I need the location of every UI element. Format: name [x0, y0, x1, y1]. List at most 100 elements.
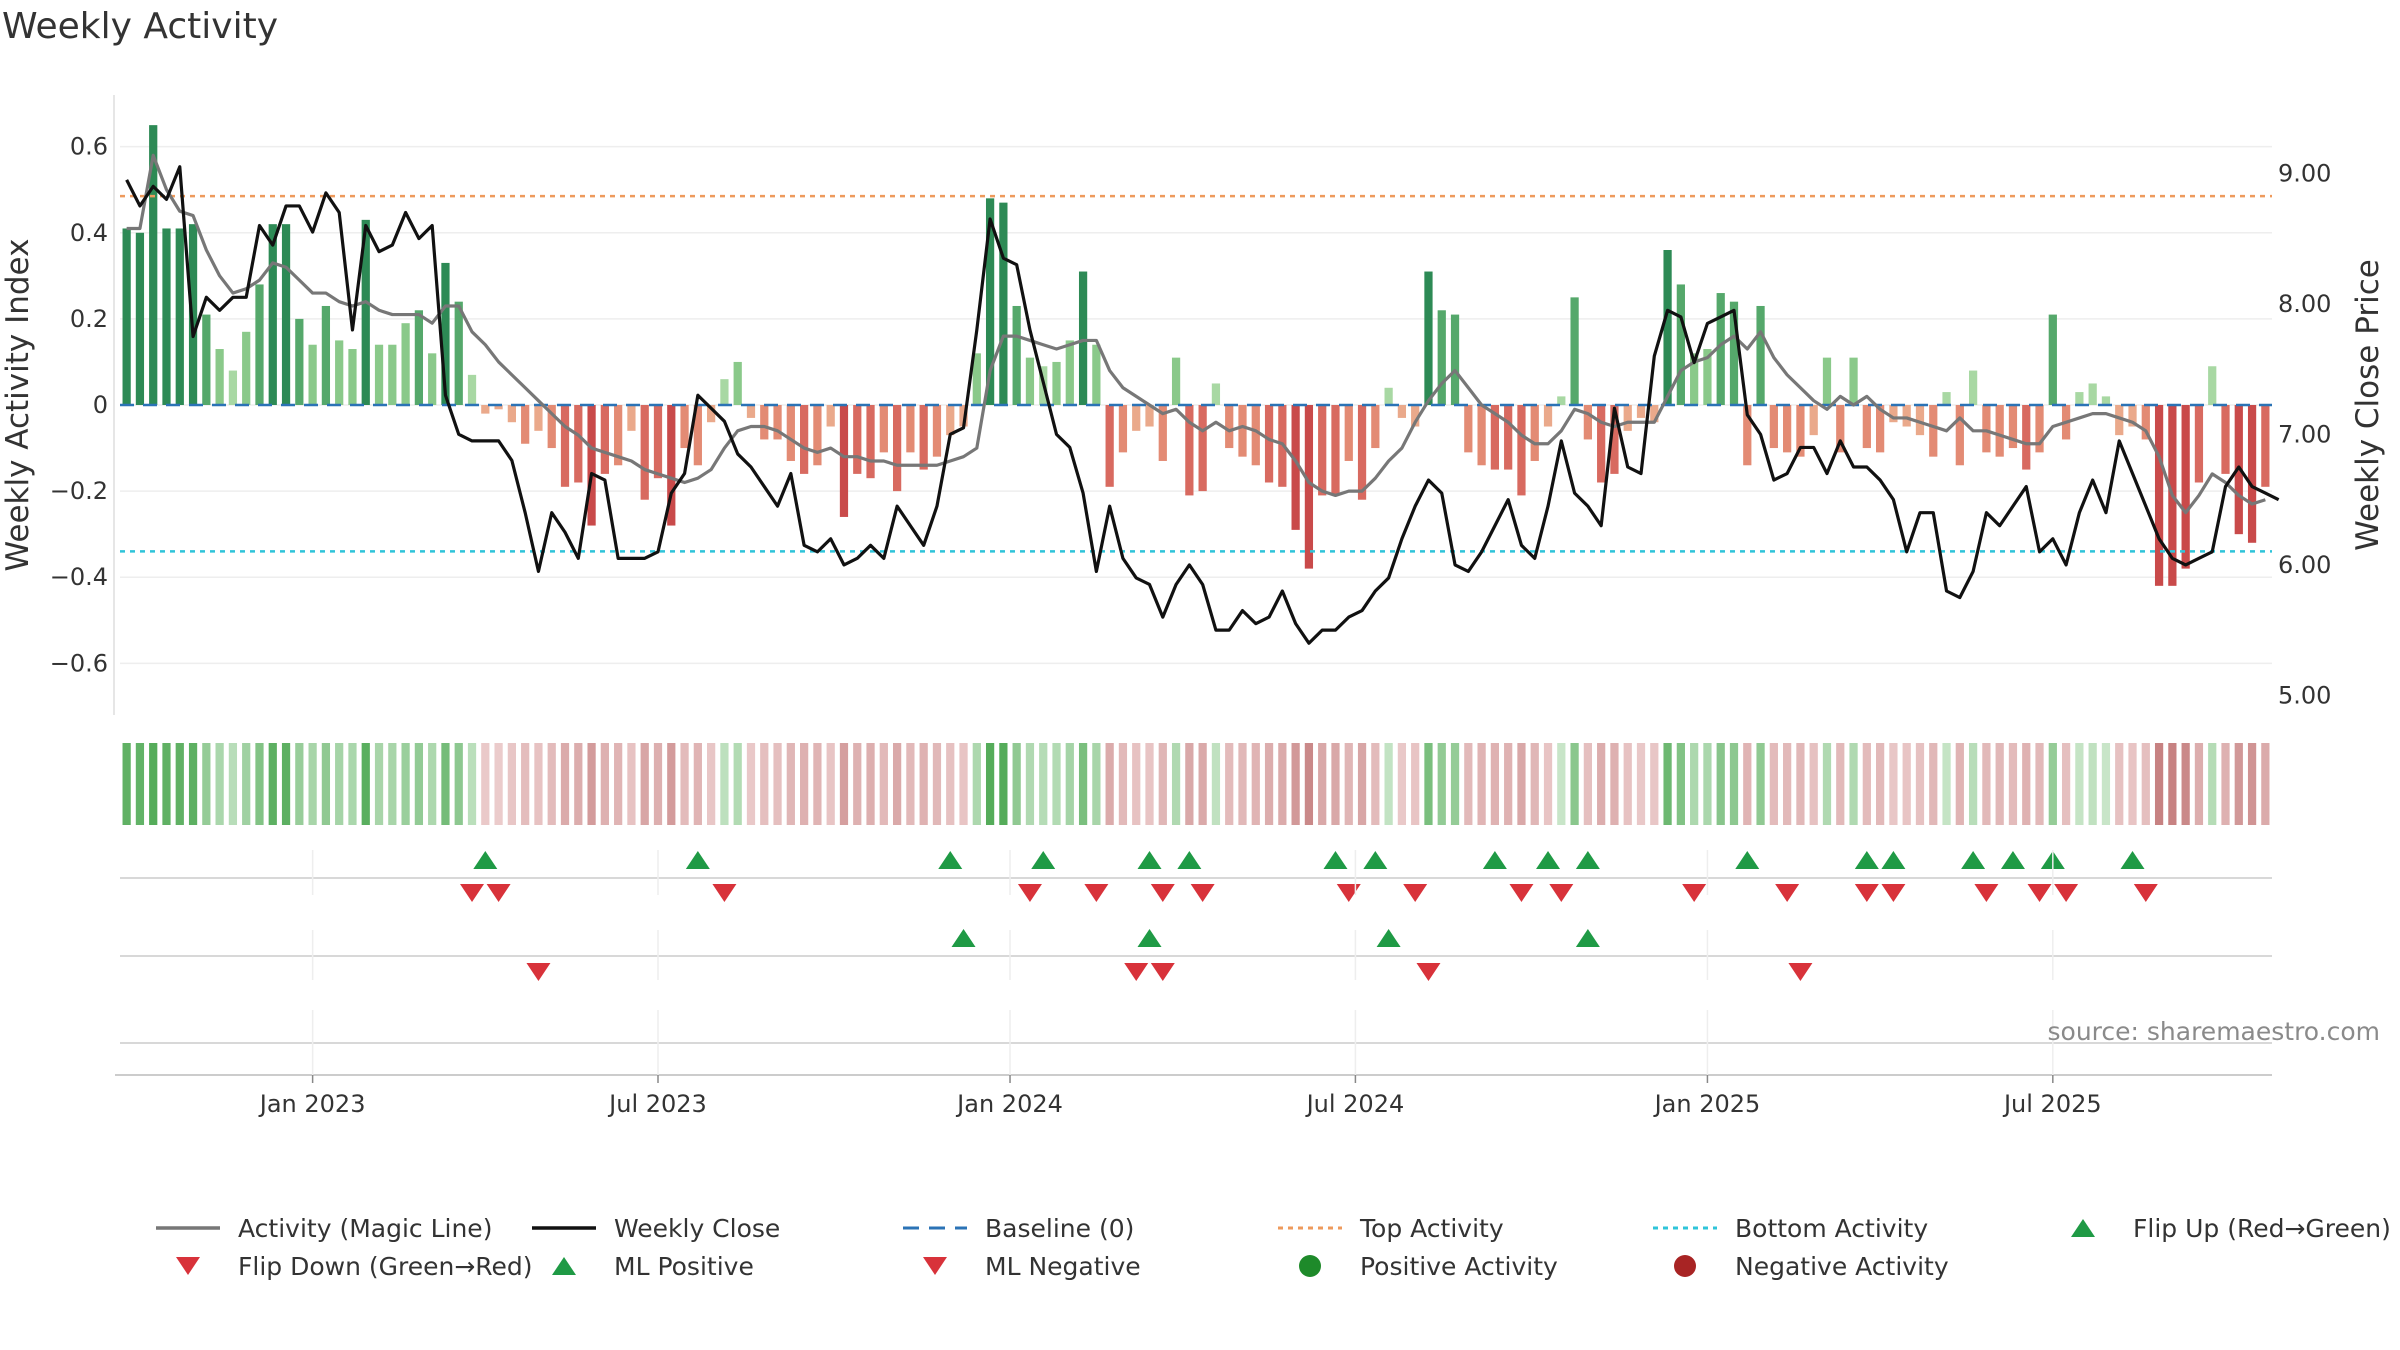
- activity-bar: [2181, 405, 2190, 569]
- activity-bar: [574, 405, 583, 483]
- activity-bar: [1450, 314, 1460, 405]
- heat-strip-cell: [1105, 743, 1114, 825]
- legend-label: Flip Down (Green→Red): [238, 1252, 533, 1281]
- heat-strip-cell: [720, 743, 729, 825]
- heat-strip-cell: [1543, 743, 1553, 825]
- heat-strip-cell: [268, 743, 277, 825]
- activity-bar: [1703, 349, 1712, 405]
- heat-strip-cell: [1889, 743, 1898, 825]
- activity-bar: [521, 405, 530, 444]
- heat-strip-cell: [321, 743, 331, 825]
- activity-bar: [281, 224, 291, 405]
- weekly-close-line: [125, 165, 2280, 645]
- x-tick-label: Jan 2025: [1653, 1090, 1761, 1118]
- heat-strip-cell: [295, 743, 304, 825]
- heat-strip-cell: [175, 743, 184, 825]
- activity-bar: [600, 405, 609, 474]
- activity-bar: [1982, 405, 1991, 453]
- activity-bar: [295, 318, 304, 405]
- heat-strip-cell: [1238, 743, 1247, 825]
- activity-heat-strip: [122, 743, 2270, 825]
- flip-down-marker: [1509, 884, 1534, 902]
- heat-strip-cell: [308, 743, 317, 825]
- heat-strip-cell: [866, 743, 875, 825]
- activity-bar: [1118, 405, 1128, 453]
- flip-up-marker: [1735, 851, 1760, 869]
- activity-bar: [587, 405, 596, 526]
- heat-strip-cell: [1331, 743, 1340, 825]
- heat-strip-cell: [853, 743, 862, 825]
- activity-bar: [853, 405, 862, 474]
- heat-strip-cell: [1955, 743, 1964, 825]
- heat-strip-cell: [2261, 743, 2270, 825]
- activity-bar: [1822, 357, 1832, 405]
- activity-bar: [707, 405, 716, 423]
- heat-strip-cell: [1158, 743, 1167, 825]
- activity-bar: [1597, 405, 1606, 483]
- heat-strip-cell: [1809, 743, 1818, 825]
- flip-markers: [115, 851, 2272, 1076]
- activity-bar: [414, 310, 424, 405]
- activity-bar: [1490, 405, 1500, 470]
- heat-strip-cell: [560, 743, 570, 825]
- heat-strip-cell: [348, 743, 357, 825]
- heat-strip-cell: [1424, 743, 1433, 825]
- activity-bar: [813, 405, 822, 466]
- activity-bar: [1211, 383, 1221, 405]
- magic-line: [126, 153, 2266, 515]
- activity-bar: [1065, 340, 1074, 405]
- heat-strip-cell: [1397, 743, 1407, 825]
- activity-bar: [1371, 405, 1380, 449]
- activity-bars: [122, 125, 2270, 586]
- heat-strip-cell: [1690, 743, 1699, 825]
- heat-strip-cell: [228, 743, 238, 825]
- heat-strip-cell: [879, 743, 888, 825]
- activity-bar: [1344, 405, 1353, 461]
- heat-strip-cell: [2208, 743, 2217, 825]
- heat-strip-cell: [999, 743, 1008, 825]
- activity-bar: [1915, 405, 1925, 436]
- activity-bar: [374, 344, 384, 405]
- heat-strip-cell: [1490, 743, 1500, 825]
- activity-bar: [428, 353, 437, 405]
- heat-strip-cell: [1012, 743, 1021, 825]
- activity-bar: [653, 405, 663, 479]
- activity-bar: [2261, 405, 2270, 487]
- legend-swatch: [1299, 1255, 1321, 1277]
- activity-bar: [1610, 405, 1619, 474]
- heat-strip-cell: [2128, 743, 2137, 825]
- activity-bar: [361, 219, 370, 405]
- heat-strip-cell: [2048, 743, 2057, 825]
- heat-strip-cell: [839, 743, 849, 825]
- heat-strip-cell: [507, 743, 516, 825]
- heat-strip-cell: [1225, 743, 1234, 825]
- activity-bar: [1145, 405, 1154, 427]
- heat-strip-cell: [1783, 743, 1792, 825]
- activity-bar: [481, 405, 490, 414]
- heat-strip-cell: [2154, 743, 2164, 825]
- activity-bar: [1504, 405, 1513, 470]
- activity-bar: [2008, 405, 2018, 449]
- flip-up-marker: [1323, 851, 1348, 869]
- activity-bar: [919, 405, 928, 470]
- legend-swatch: [176, 1257, 200, 1275]
- flip-down-marker: [2027, 884, 2052, 902]
- legend-label: ML Positive: [614, 1252, 754, 1281]
- heat-strip-cell: [786, 743, 795, 825]
- activity-bar: [534, 405, 543, 431]
- activity-bar: [122, 228, 131, 405]
- flip-down-marker: [1881, 884, 1906, 902]
- heat-strip-cell: [707, 743, 716, 825]
- activity-bar: [1902, 405, 1911, 427]
- heat-strip-cell: [1995, 743, 2004, 825]
- flip-down-marker: [712, 884, 737, 902]
- activity-bar: [693, 405, 702, 466]
- activity-bar: [2128, 405, 2137, 427]
- activity-bar: [760, 405, 769, 440]
- heat-strip-cell: [361, 743, 370, 825]
- activity-bar: [1836, 405, 1845, 453]
- flip-up-marker: [1961, 851, 1986, 869]
- heat-strip-cell: [1504, 743, 1513, 825]
- heat-strip-cell: [1862, 743, 1871, 825]
- left-tick-label: −0.4: [50, 563, 108, 591]
